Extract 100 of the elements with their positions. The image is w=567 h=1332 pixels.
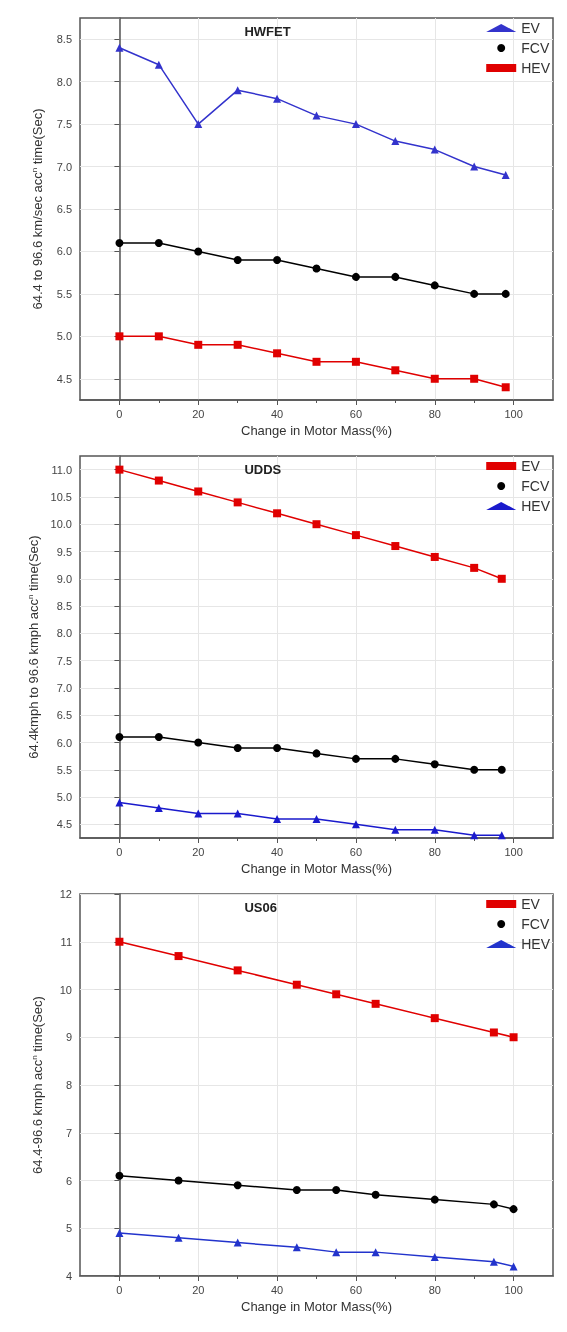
point	[312, 111, 321, 120]
point	[470, 563, 479, 572]
point	[489, 1200, 498, 1209]
point	[115, 733, 124, 742]
point	[174, 1233, 183, 1242]
x-tick-label: 40	[270, 407, 284, 420]
point	[501, 171, 510, 180]
y-tick-label: 8.5	[56, 600, 72, 613]
y-tick-label: 9	[65, 1031, 72, 1044]
x-tick-label: 40	[270, 1283, 284, 1296]
y-tick-label: 5.0	[56, 330, 72, 343]
point	[233, 255, 242, 264]
point	[351, 120, 360, 129]
y-tick-label: 5.5	[56, 287, 72, 300]
point	[273, 349, 282, 358]
point	[489, 1257, 498, 1266]
point	[115, 43, 124, 52]
point	[371, 999, 380, 1008]
point	[174, 1176, 183, 1185]
point	[470, 374, 479, 383]
point	[430, 552, 439, 561]
y-axis-title: 64.4-96.6 kmph accn time(Sec)	[29, 996, 45, 1174]
x-tick-label: 40	[270, 845, 284, 858]
point	[371, 1248, 380, 1257]
point	[509, 1205, 518, 1214]
y-tick-label: 10.5	[50, 490, 72, 503]
point	[273, 94, 282, 103]
legend-label: EV	[521, 458, 541, 474]
y-axis-title: 64.4kmph to 96.6 kmph accn time(Sec)	[25, 535, 41, 759]
y-tick-label: 4.5	[56, 818, 72, 831]
point	[497, 765, 506, 774]
point	[430, 1252, 439, 1261]
point	[233, 1238, 242, 1247]
y-tick-label: 6	[65, 1174, 72, 1187]
legend-label: FCV	[521, 916, 550, 932]
y-tick-label: 7.5	[56, 118, 72, 131]
point	[470, 162, 479, 171]
point	[273, 743, 282, 752]
point	[489, 1028, 498, 1037]
point	[430, 145, 439, 154]
point	[391, 272, 400, 281]
y-tick-label: 11	[60, 935, 72, 948]
chart-title: US06	[244, 900, 277, 915]
point	[371, 1190, 380, 1199]
point	[497, 574, 506, 583]
point	[273, 814, 282, 823]
point	[292, 980, 301, 989]
point	[154, 476, 163, 485]
point	[430, 760, 439, 769]
point	[312, 749, 321, 758]
point	[194, 247, 203, 256]
y-tick-label: 7.5	[56, 654, 72, 667]
y-tick-label: 5.5	[56, 763, 72, 776]
point	[233, 340, 242, 349]
x-tick-label: 0	[116, 1283, 123, 1296]
point	[233, 743, 242, 752]
point	[115, 1171, 124, 1180]
y-tick-label: 8.0	[56, 75, 72, 88]
x-tick-label: 100	[504, 407, 523, 420]
x-tick-label: 100	[504, 1283, 523, 1296]
point	[312, 357, 321, 366]
y-tick-label: 8	[65, 1079, 72, 1091]
legend-label: HEV	[521, 60, 551, 76]
y-tick-label: 7.0	[56, 681, 72, 694]
y-tick-label: 6.0	[56, 736, 72, 749]
legend-label: FCV	[521, 40, 550, 56]
x-tick-label: 20	[192, 1283, 205, 1296]
point	[115, 798, 124, 807]
legend-label: HEV	[521, 498, 551, 514]
y-tick-label: 12	[59, 888, 72, 900]
point	[332, 990, 341, 999]
point	[391, 542, 400, 551]
point	[470, 289, 479, 298]
point	[351, 272, 360, 281]
text: HWFET	[244, 24, 291, 39]
point	[430, 374, 439, 383]
x-axis-title: Change in Motor Mass(%)	[241, 860, 392, 876]
y-tick-label: 5	[65, 1222, 72, 1235]
point	[391, 754, 400, 763]
point	[312, 814, 321, 823]
x-tick-label: 20	[192, 845, 205, 858]
point	[351, 754, 360, 763]
point	[430, 825, 439, 834]
point	[233, 86, 242, 95]
point	[351, 357, 360, 366]
y-tick-label: 7.0	[56, 160, 72, 173]
y-tick-label: 8.5	[56, 33, 72, 46]
x-tick-label: 60	[349, 845, 363, 858]
y-axis-title: 64.4 to 96.6 km/sec accn time(Sec)	[29, 108, 45, 310]
y-tick-label: 10.0	[50, 518, 72, 531]
point	[233, 966, 242, 975]
x-tick-label: 80	[428, 845, 441, 858]
x-tick-label: 0	[116, 407, 123, 420]
y-tick-label: 10	[59, 983, 72, 996]
text: UDDS	[244, 462, 282, 477]
point	[470, 765, 479, 774]
y-tick-label: 11.0	[51, 463, 72, 476]
x-tick-label: 20	[192, 407, 205, 420]
point	[154, 60, 163, 69]
y-tick-label: 4	[65, 1270, 72, 1282]
